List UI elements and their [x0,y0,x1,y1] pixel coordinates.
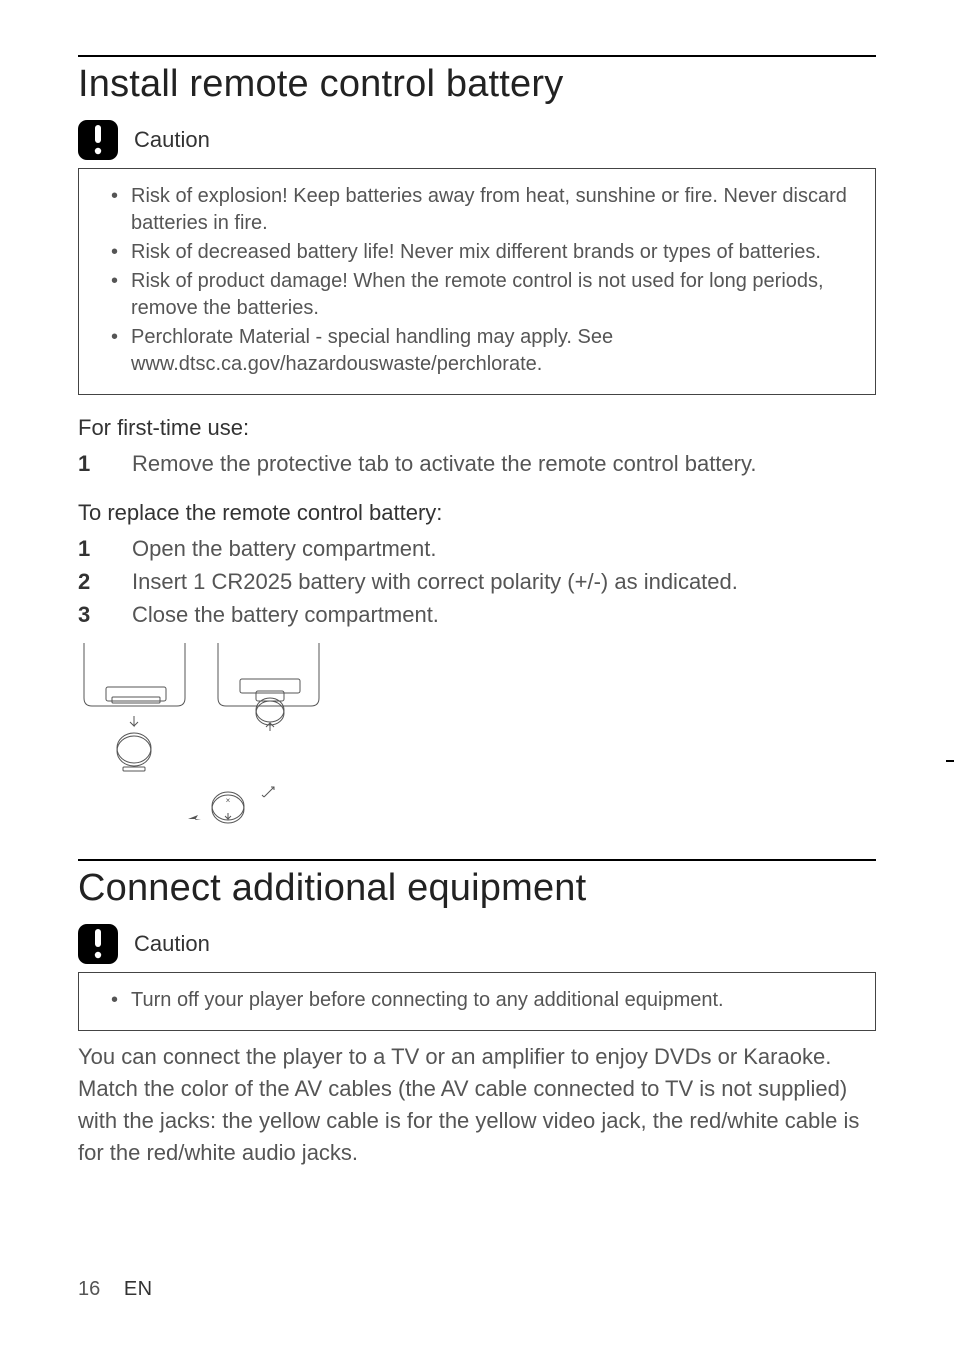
caution-item: Risk of explosion! Keep batteries away f… [95,183,859,237]
subhead-replace: To replace the remote control battery: [78,500,876,526]
step-item: Close the battery compartment. [78,598,876,631]
page-lang: EN [124,1278,153,1300]
caution-item: Risk of decreased battery life! Never mi… [95,239,859,266]
caution-item: Turn off your player before connecting t… [95,987,859,1014]
svg-text:×: × [226,796,231,805]
step-item: Remove the protective tab to activate th… [78,447,876,480]
caution-header-2: Caution [78,924,876,964]
caution-icon [78,120,118,160]
battery-illustration: × [78,641,876,841]
crop-mark [946,760,954,762]
caution-header-1: Caution [78,120,876,160]
rule-top-1 [78,55,876,57]
page-footer: 16 EN [78,1278,153,1301]
heading-install-battery: Install remote control battery [78,63,876,106]
page-number: 16 [78,1278,100,1300]
heading-connect-equipment: Connect additional equipment [78,867,876,910]
caution-box-2: Turn off your player before connecting t… [78,972,876,1031]
step-item: Insert 1 CR2025 battery with correct pol… [78,565,876,598]
caution-label: Caution [134,127,210,153]
caution-item: Perchlorate Material - special handling … [95,324,859,378]
subhead-first-use: For first-time use: [78,415,876,441]
caution-label: Caution [134,931,210,957]
caution-box-1: Risk of explosion! Keep batteries away f… [78,168,876,395]
caution-item: Risk of product damage! When the remote … [95,268,859,322]
steps-replace: Open the battery compartment. Insert 1 C… [78,532,876,631]
step-item: Open the battery compartment. [78,532,876,565]
rule-top-2 [78,859,876,861]
caution-icon [78,924,118,964]
steps-first-use: Remove the protective tab to activate th… [78,447,876,480]
body-paragraph: You can connect the player to a TV or an… [78,1041,876,1169]
